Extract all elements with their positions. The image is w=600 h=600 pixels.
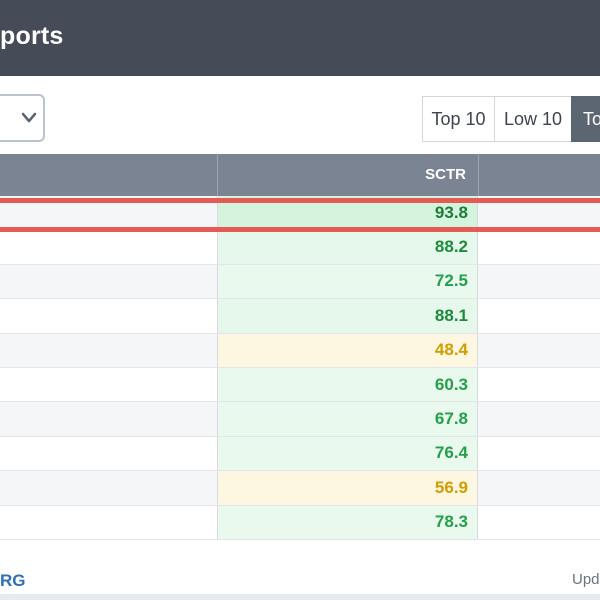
table-body: 93.8 88.2 72.5 88.1 48.4 60.3 67.8 76.4 xyxy=(0,196,600,540)
name-cell xyxy=(0,437,217,470)
table-header: SCTR xyxy=(0,154,600,196)
updated-text: Upd xyxy=(572,571,600,588)
sctr-value-cell: 72.5 xyxy=(217,264,478,299)
sctr-value-cell: 56.9 xyxy=(217,471,478,505)
table-row[interactable]: 88.1 xyxy=(0,299,600,334)
sctr-value-cell: 67.8 xyxy=(217,402,478,436)
table-row[interactable]: 67.8 xyxy=(0,402,600,437)
table-row[interactable]: 88.2 xyxy=(0,230,600,265)
name-cell xyxy=(0,230,217,263)
low-10-button[interactable]: Low 10 xyxy=(494,96,572,142)
row-highlight-annotation xyxy=(0,198,600,232)
sctr-value-cell: 78.3 xyxy=(217,505,478,539)
filter-dropdown[interactable] xyxy=(0,94,45,142)
sctr-value-cell: 60.3 xyxy=(217,367,478,402)
extra-cell xyxy=(478,230,600,263)
sctr-value-cell: 88.2 xyxy=(217,230,478,264)
table-row[interactable]: 56.9 xyxy=(0,471,600,506)
table-row[interactable]: 72.5 xyxy=(0,264,600,300)
chevron-down-icon xyxy=(21,112,37,123)
top-10-button[interactable]: Top 10 xyxy=(422,96,495,142)
extra-cell xyxy=(478,471,600,504)
sctr-value-cell: 88.1 xyxy=(217,299,478,333)
column-divider xyxy=(217,154,218,196)
bottom-border xyxy=(0,594,600,600)
extra-cell xyxy=(478,437,600,470)
header-bar: ports xyxy=(0,0,600,76)
name-cell xyxy=(0,265,217,298)
name-cell xyxy=(0,334,217,367)
extra-cell xyxy=(478,506,600,539)
extra-cell xyxy=(478,334,600,367)
extra-cell xyxy=(478,299,600,332)
footer-link[interactable]: RG xyxy=(0,571,26,590)
name-cell xyxy=(0,368,217,401)
table-row[interactable]: 60.3 xyxy=(0,367,600,403)
page-title: ports xyxy=(0,22,64,50)
column-divider xyxy=(478,154,479,196)
active-toggle-button[interactable]: To xyxy=(571,96,600,142)
sctr-value-cell: 48.4 xyxy=(217,333,478,367)
name-cell xyxy=(0,299,217,332)
table-row[interactable]: 78.3 xyxy=(0,505,600,540)
table-row[interactable]: 48.4 xyxy=(0,333,600,368)
table-row[interactable]: 76.4 xyxy=(0,436,600,472)
sctr-column-header[interactable]: SCTR xyxy=(425,166,466,183)
extra-cell xyxy=(478,368,600,401)
name-cell xyxy=(0,506,217,539)
name-cell xyxy=(0,402,217,435)
sctr-value-cell: 76.4 xyxy=(217,436,478,471)
extra-cell xyxy=(478,402,600,435)
ranking-toggle-group: Top 10 Low 10 To xyxy=(422,96,600,142)
name-cell xyxy=(0,471,217,504)
extra-cell xyxy=(478,265,600,298)
